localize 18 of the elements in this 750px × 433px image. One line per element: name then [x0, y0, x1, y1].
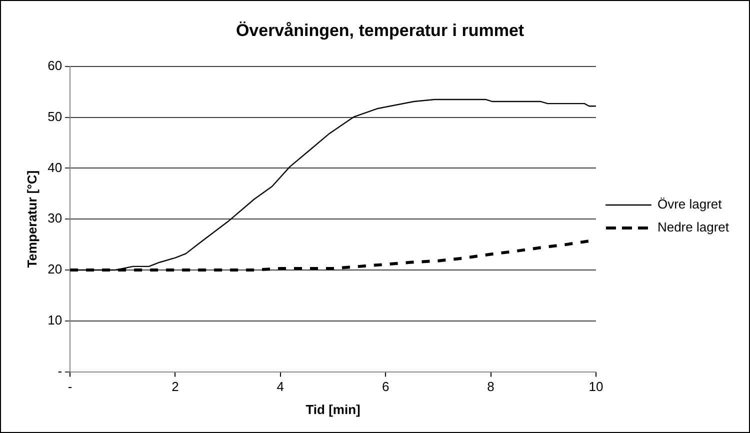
chart-title: Övervåningen, temperatur i rummet: [236, 20, 524, 40]
x-tick-label: 2: [172, 379, 179, 394]
y-tick-label: 20: [48, 262, 62, 277]
y-tick-label: -: [58, 363, 62, 378]
x-tick-label: 10: [588, 379, 604, 394]
legend-label: Nedre lagret: [657, 220, 730, 235]
x-tick-label: 8: [487, 379, 494, 394]
legend-label: Övre lagret: [657, 196, 722, 212]
y-tick-label: 30: [48, 210, 62, 226]
x-tick-label: -: [68, 379, 72, 394]
y-axis-title: Temperatur [°C]: [24, 170, 40, 268]
y-tick-label: 40: [48, 160, 62, 175]
y-tick-label: 10: [48, 312, 62, 328]
y-tick-label: 60: [48, 58, 62, 73]
y-tick-label: 50: [48, 108, 62, 124]
x-axis-title: Tid [min]: [306, 402, 360, 417]
x-tick-label: 4: [276, 379, 284, 394]
x-tick-label: 6: [382, 379, 390, 394]
